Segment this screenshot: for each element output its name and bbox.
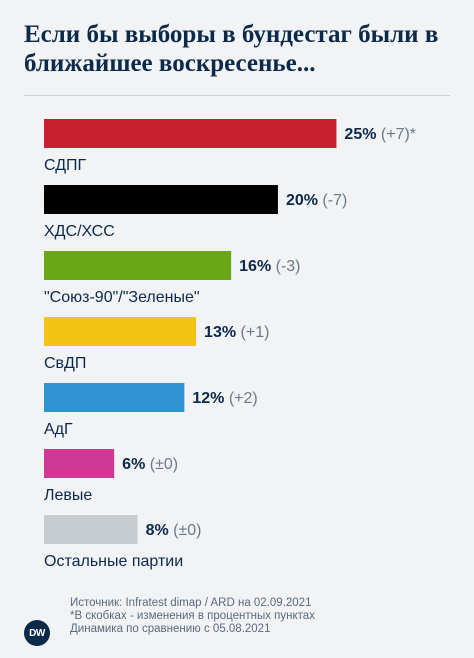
value-label-3: 13% (+1) bbox=[204, 324, 269, 341]
category-label-0: СДПГ bbox=[44, 157, 87, 174]
value-label-4: 12% (+2) bbox=[192, 390, 257, 407]
chart-title: Если бы выборы в бундестаг были в ближай… bbox=[24, 21, 439, 77]
category-label-5: Левые bbox=[44, 487, 92, 504]
footnote-changes: *В скобках - изменения в процентных пунк… bbox=[70, 610, 315, 622]
source-text: Источник: Infratest dimap / ARD на 02.09… bbox=[70, 597, 312, 609]
category-label-4: АдГ bbox=[44, 421, 73, 438]
bar-1 bbox=[44, 185, 278, 214]
dw-logo: DW bbox=[24, 620, 50, 646]
value-label-6: 8% (±0) bbox=[146, 522, 202, 539]
bar-3 bbox=[44, 317, 197, 346]
category-label-3: СвДП bbox=[44, 355, 86, 372]
bar-chart: 25% (+7)* СДПГ 20% (-7) ХДС/ХСС 16% (-3) "Сою… bbox=[44, 119, 416, 570]
value-label-5: 6% (±0) bbox=[122, 456, 178, 473]
value-label-1: 20% (-7) bbox=[286, 192, 347, 209]
category-label-2: "Союз-90"/"Зеленые" bbox=[44, 289, 200, 306]
footnote-comparison: Динамика по сравнению с 05.08.2021 bbox=[70, 623, 271, 635]
bar-4 bbox=[44, 383, 185, 412]
bar-0 bbox=[44, 119, 337, 148]
bar-6 bbox=[44, 515, 138, 544]
category-label-6: Остальные партии bbox=[44, 553, 183, 570]
footer: Источник: Infratest dimap / ARD на 02.09… bbox=[70, 597, 460, 636]
bar-5 bbox=[44, 449, 115, 478]
value-label-0: 25% (+7)* bbox=[344, 126, 416, 143]
title-divider bbox=[24, 95, 450, 96]
category-label-1: ХДС/ХСС bbox=[44, 223, 115, 240]
bar-2 bbox=[44, 251, 232, 280]
value-label-2: 16% (-3) bbox=[239, 258, 300, 275]
